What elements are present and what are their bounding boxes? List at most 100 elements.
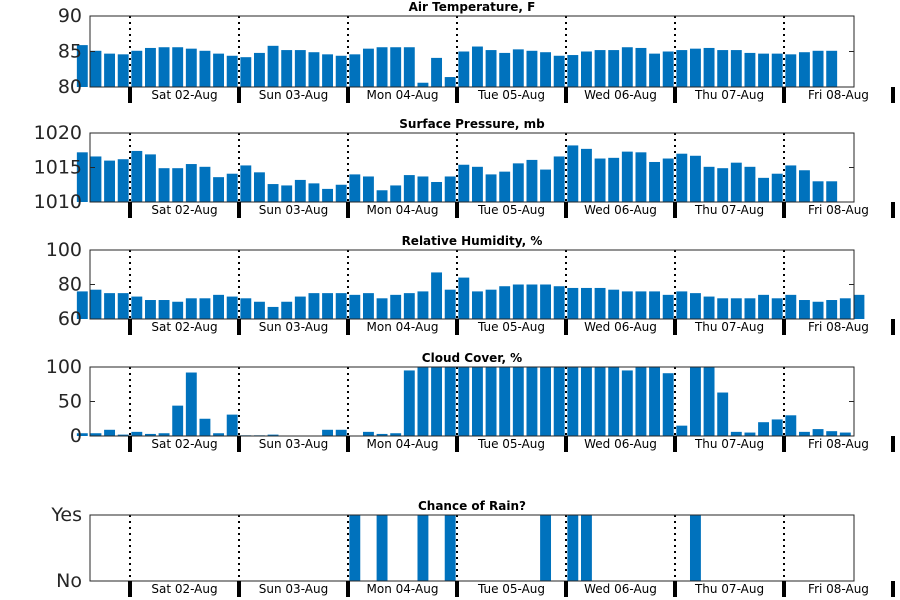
bar [526,50,538,87]
x-tick-label: Mon 04-Aug [367,582,439,596]
bar [485,174,497,202]
bar [431,272,443,319]
bar [104,53,116,87]
bar [417,515,429,581]
bar [349,54,361,87]
bar [76,291,88,319]
bar [649,161,661,202]
bar [322,188,334,202]
bar [662,51,674,87]
chart-panel-3: 60 80 100 Relative Humidity, % Sat 02-Aug Sun… [46,234,895,335]
bar [417,291,429,319]
bar [812,429,824,436]
bar [308,293,320,320]
x-tick-label: Wed 06-Aug [584,437,657,451]
bar [649,367,661,436]
x-tick-label: Wed 06-Aug [584,582,657,596]
bar [526,367,538,436]
chart-title: Cloud Cover, % [422,351,522,365]
bar [76,45,88,87]
x-tick-label: Wed 06-Aug [584,320,657,334]
bar [512,49,524,87]
x-tick-label: Sat 02-Aug [151,88,217,102]
bar [117,434,129,436]
bar [594,367,606,436]
chart-panel-4: 0 50 100 Cloud Cover, % Sat 02-Aug Sun 03-Aug… [46,351,895,452]
bar [376,190,388,202]
bar [158,47,170,87]
bar [485,289,497,319]
bar [649,53,661,87]
bar [689,515,701,581]
bar [621,151,633,202]
chart-panel-5: No Yes Chance of Rain? Sat 02-Aug Sun 03-Aug… [50,499,895,597]
bar [131,150,143,202]
bar [567,145,579,202]
bar [512,284,524,319]
bar [376,298,388,319]
bar [403,175,415,202]
bar [812,301,824,319]
bar [567,55,579,87]
bar [417,176,429,202]
bar [553,367,565,436]
bar [471,46,483,87]
x-tick-label: Mon 04-Aug [367,437,439,451]
x-tick-label: Sun 03-Aug [259,203,328,217]
bar [826,181,838,202]
bar [499,367,511,436]
bar [294,179,306,202]
bar [417,82,429,87]
bar [499,171,511,202]
bar [758,294,770,319]
bar [580,367,592,436]
bar [540,284,552,319]
bar [499,286,511,319]
bar [608,367,620,436]
y-tick-label: 60 [58,308,82,330]
bar [144,300,156,319]
bar [362,48,374,87]
bar [444,515,456,581]
bar [785,294,797,319]
bar [226,414,238,436]
bar [662,294,674,319]
bar [689,48,701,87]
bar [444,176,456,202]
bar [744,52,756,87]
bar [90,50,102,87]
bar [798,300,810,319]
bar [253,172,265,202]
x-tick-label: Fri 08-Aug [808,582,869,596]
bar [308,183,320,202]
bar [703,47,715,87]
chart-panel-2: 1010 1015 1020 Surface Pressure, mb Sat 02-A… [34,117,895,218]
bar [185,164,197,202]
y-tick-label: 90 [58,5,82,27]
bar [771,419,783,436]
bar [635,291,647,319]
chart-panel-1: 80 85 90 Air Temperature, F Sat 02-Aug Sun 03… [58,0,895,103]
bar [213,53,225,87]
bar [349,515,361,581]
bar [253,301,265,319]
chart-title: Surface Pressure, mb [399,117,545,131]
bar [335,184,347,202]
y-tick-label: No [56,570,82,592]
bar [730,162,742,202]
x-tick-label: Sat 02-Aug [151,320,217,334]
bar [349,294,361,319]
bar [76,433,88,436]
bar [390,185,402,202]
bar [540,515,552,581]
bar [172,47,184,87]
bar [458,367,470,436]
bar [458,164,470,202]
bar [253,52,265,87]
bar [431,367,443,436]
bar [417,367,429,436]
bar [444,367,456,436]
bar [798,52,810,87]
y-tick-label: Yes [50,504,82,526]
